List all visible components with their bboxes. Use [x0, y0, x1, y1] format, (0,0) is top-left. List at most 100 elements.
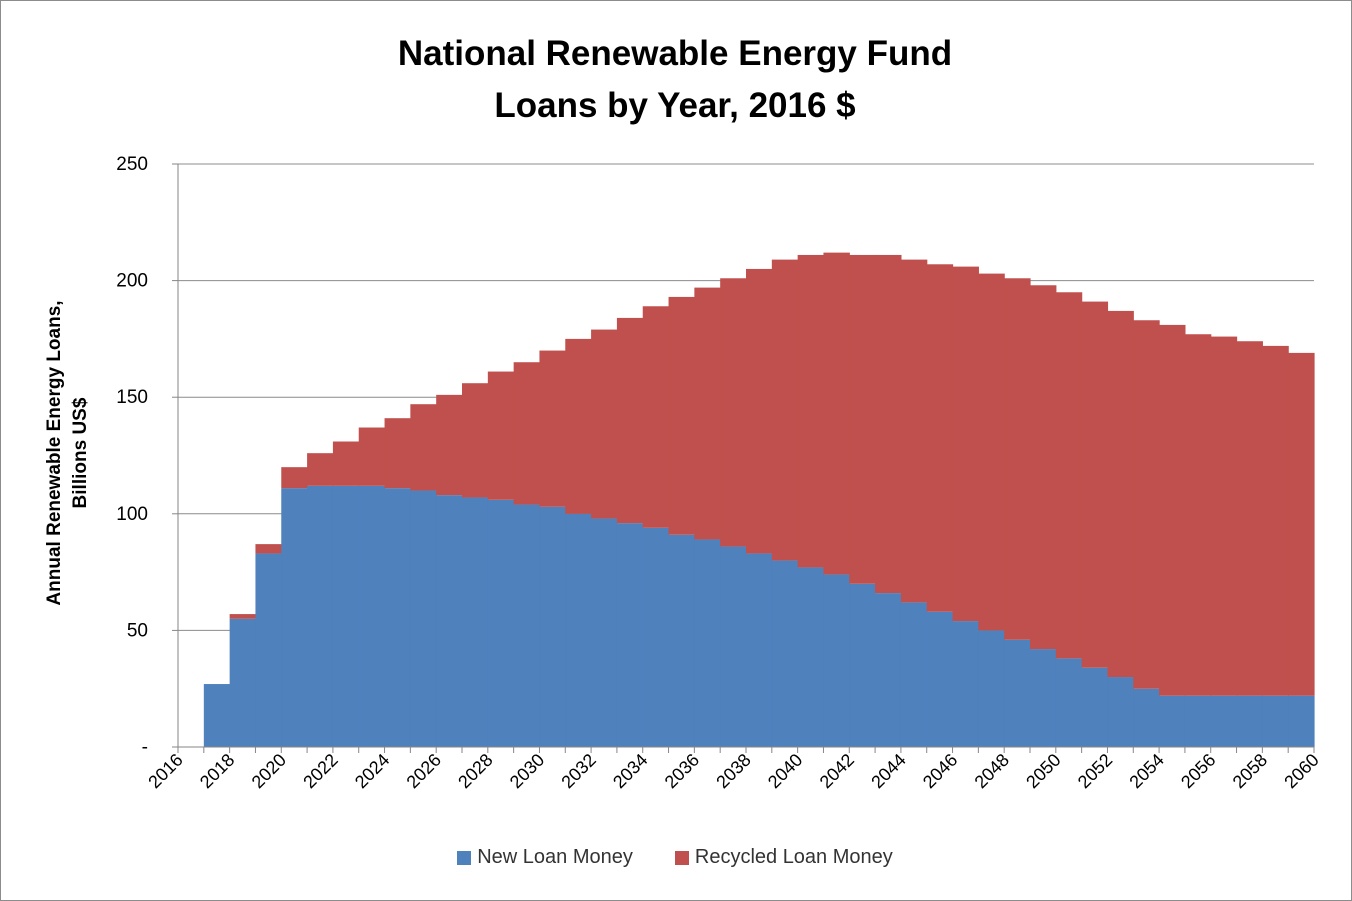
y-tick-label-100: 100 — [116, 504, 148, 525]
x-tick-label-2020: 2020 — [248, 750, 290, 792]
bar-recycled-2020 — [281, 467, 308, 489]
bar-new-2036 — [694, 539, 721, 747]
bar-recycled-2049 — [1030, 285, 1057, 650]
bar-new-2049 — [1030, 649, 1057, 747]
bar-recycled-2027 — [462, 383, 489, 498]
bar-recycled-2021 — [307, 453, 334, 486]
bar-new-2030 — [539, 506, 566, 747]
bar-recycled-2032 — [591, 329, 618, 519]
bar-new-2038 — [746, 553, 773, 747]
legend-swatch-new-loan-money — [457, 850, 472, 865]
x-tick-label-2046: 2046 — [919, 750, 961, 792]
bar-recycled-2057 — [1236, 341, 1263, 696]
bar-recycled-2050 — [1055, 292, 1083, 659]
bar-new-2029 — [513, 504, 541, 747]
bar-recycled-2042 — [849, 254, 876, 584]
x-tick-label-2044: 2044 — [867, 750, 909, 792]
legend-label-new-loan-money: New Loan Money — [477, 846, 633, 868]
x-tick-label-2056: 2056 — [1177, 750, 1219, 792]
bar-recycled-2033 — [616, 317, 644, 524]
x-tick-label-2018: 2018 — [196, 750, 238, 792]
bar-recycled-2046 — [952, 266, 979, 622]
bar-new-2035 — [668, 534, 695, 747]
x-tick-label-2038: 2038 — [712, 750, 754, 792]
bar-new-2040 — [797, 567, 825, 747]
legend-label-recycled-loan-money: Recycled Loan Money — [694, 846, 893, 868]
x-tick-label-2060: 2060 — [1280, 750, 1322, 792]
legend-swatch-recycled-loan-money — [674, 850, 689, 865]
bar-recycled-2047 — [978, 273, 1005, 631]
bar-new-2053 — [1133, 688, 1160, 747]
bar-recycled-2031 — [565, 338, 592, 514]
y-tick-label-150: 150 — [116, 387, 148, 408]
bar-recycled-2018 — [229, 614, 257, 619]
bar-new-2023 — [358, 485, 386, 747]
x-tick-label-2040: 2040 — [764, 750, 806, 792]
bar-recycled-2028 — [487, 371, 515, 500]
x-tick-label-2026: 2026 — [403, 750, 445, 792]
x-tick-label-2032: 2032 — [557, 750, 599, 792]
legend-item-recycled-loan-money: Recycled Loan Money — [674, 846, 893, 869]
bar-new-2022 — [332, 485, 360, 747]
bar-new-2047 — [978, 630, 1005, 747]
bar-new-2019 — [255, 553, 282, 747]
bar-recycled-2026 — [436, 394, 463, 496]
bar-new-2058 — [1262, 695, 1289, 747]
bar-new-2017 — [203, 684, 231, 747]
bar-recycled-2058 — [1262, 345, 1289, 696]
bar-recycled-2035 — [668, 296, 695, 535]
bar-new-2037 — [720, 546, 747, 747]
bar-new-2056 — [1210, 695, 1238, 747]
bar-new-2020 — [281, 488, 308, 747]
bar-new-2027 — [462, 497, 489, 747]
bar-new-2048 — [1004, 639, 1031, 747]
bar-new-2031 — [565, 513, 592, 747]
bar-new-2044 — [900, 602, 928, 747]
bar-new-2052 — [1107, 677, 1134, 747]
legend: New Loan Money Recycled Loan Money — [0, 846, 1350, 869]
bar-new-2026 — [436, 495, 463, 747]
bar-recycled-2034 — [642, 306, 670, 528]
bar-recycled-2023 — [358, 427, 386, 486]
bar-recycled-2045 — [926, 264, 954, 612]
bar-new-2024 — [384, 488, 411, 747]
bar-recycled-2053 — [1133, 320, 1160, 689]
x-tick-label-2030: 2030 — [506, 750, 548, 792]
x-tick-label-2058: 2058 — [1229, 750, 1271, 792]
x-tick-label-2042: 2042 — [816, 750, 858, 792]
bar-new-2046 — [952, 621, 979, 747]
bar-new-2039 — [771, 560, 799, 747]
bar-recycled-2059 — [1288, 352, 1315, 696]
bar-new-2051 — [1081, 667, 1109, 747]
bar-recycled-2051 — [1081, 301, 1109, 668]
bar-new-2033 — [616, 523, 644, 747]
x-tick-label-2016: 2016 — [144, 750, 186, 792]
legend-item-new-loan-money: New Loan Money — [457, 846, 633, 869]
y-tick-label-0: - — [142, 737, 148, 758]
bar-new-2050 — [1055, 658, 1083, 747]
bar-new-2041 — [823, 574, 850, 747]
bar-recycled-2019 — [255, 544, 282, 554]
bar-recycled-2054 — [1159, 324, 1186, 696]
bar-new-2042 — [849, 583, 876, 747]
x-tick-label-2028: 2028 — [454, 750, 496, 792]
bar-recycled-2041 — [823, 252, 850, 575]
bar-new-2021 — [307, 485, 334, 747]
bar-new-2059 — [1288, 695, 1315, 747]
bar-recycled-2039 — [771, 259, 799, 561]
bar-new-2057 — [1236, 695, 1263, 747]
bar-new-2032 — [591, 518, 618, 747]
x-tick-label-2036: 2036 — [661, 750, 703, 792]
bar-new-2018 — [229, 618, 257, 747]
y-tick-label-50: 50 — [127, 620, 148, 641]
bar-recycled-2029 — [513, 362, 541, 505]
x-tick-label-2048: 2048 — [971, 750, 1013, 792]
chart-title-line-2: Loans by Year, 2016 $ — [494, 86, 856, 125]
x-tick-label-2034: 2034 — [609, 750, 651, 792]
x-tick-label-2050: 2050 — [1022, 750, 1064, 792]
bar-new-2028 — [487, 499, 515, 747]
bar-recycled-2024 — [384, 418, 411, 489]
bar-recycled-2030 — [539, 350, 566, 507]
bar-new-2055 — [1184, 695, 1212, 747]
